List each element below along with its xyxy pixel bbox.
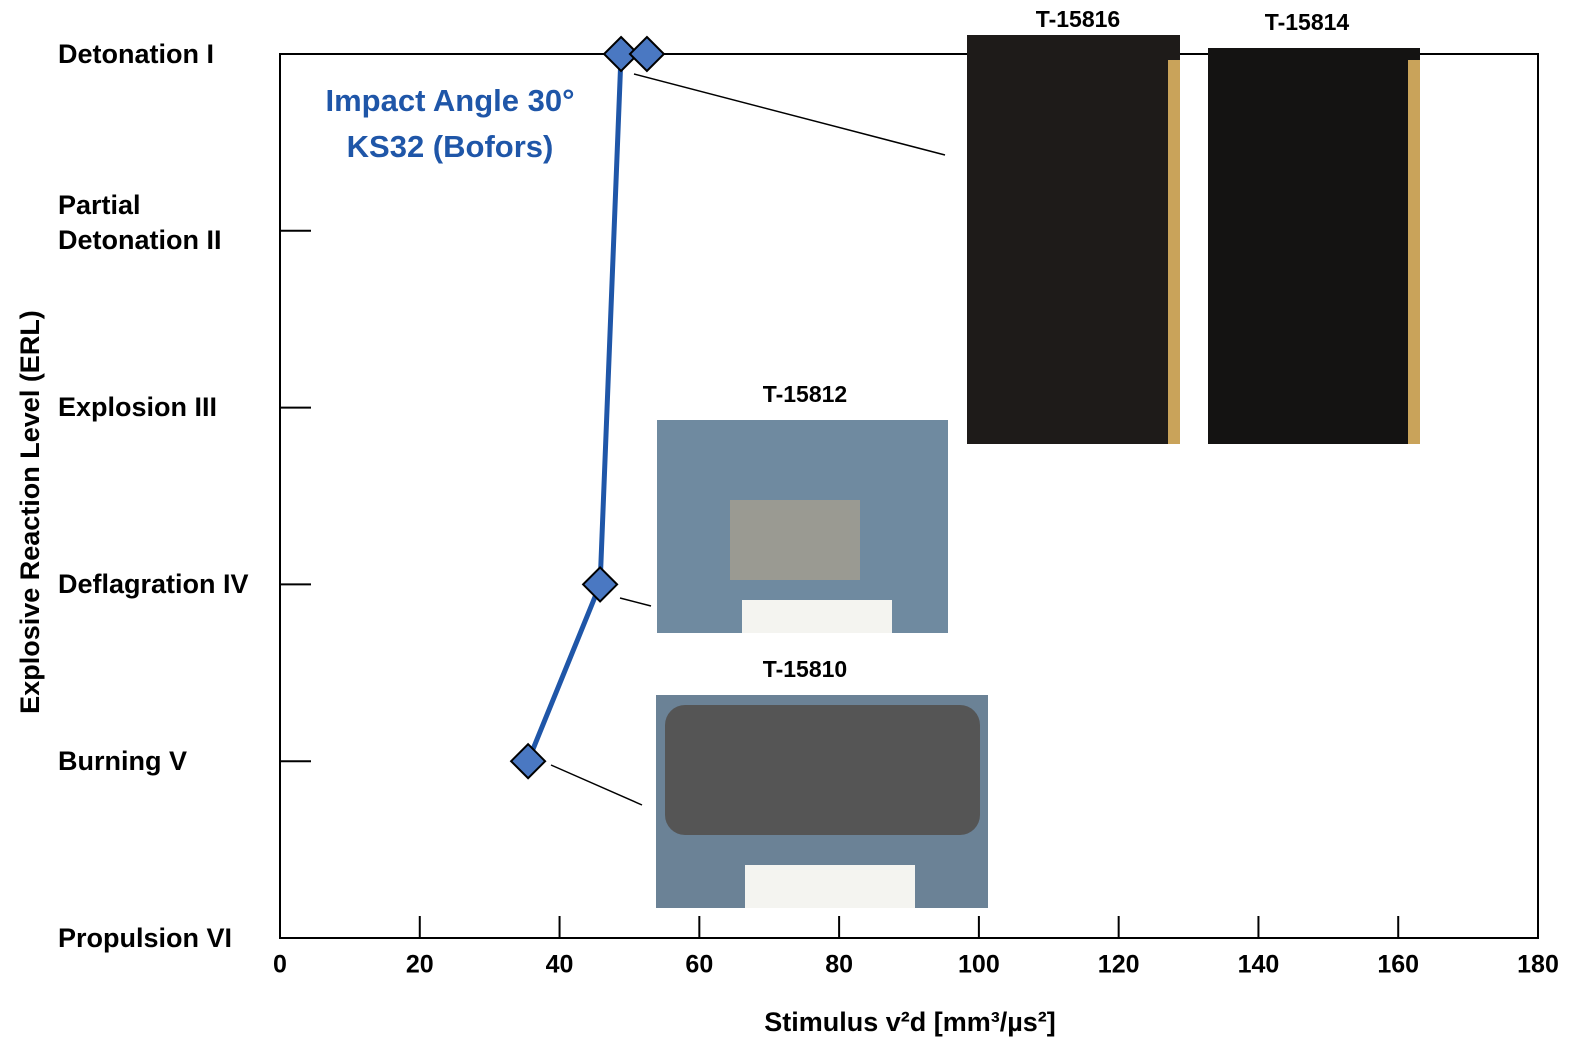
photo-group xyxy=(656,35,1420,908)
photo-label: T-15810 xyxy=(763,656,847,682)
x-tick-label: 120 xyxy=(1098,951,1140,979)
marker xyxy=(583,567,617,601)
y-tick-label: Burning V xyxy=(58,744,187,779)
marker xyxy=(511,744,545,778)
photo-label: T-15812 xyxy=(763,381,847,407)
x-tick-label: 100 xyxy=(958,951,1000,979)
leader-line xyxy=(551,765,642,805)
y-tick-label: Partial Detonation II xyxy=(58,188,222,258)
x-tick-label: 60 xyxy=(685,951,713,979)
photo-object xyxy=(730,500,860,580)
photo-label: T-15814 xyxy=(1265,9,1350,35)
x-tick-label: 80 xyxy=(825,951,853,979)
photo-label: T-15816 xyxy=(1036,6,1120,32)
y-tick-label: Deflagration IV xyxy=(58,567,249,602)
y-tick-label: Propulsion VI xyxy=(58,921,232,956)
photo-scale xyxy=(1168,60,1180,444)
x-tick-label: 180 xyxy=(1517,951,1559,979)
leader-line xyxy=(634,74,945,155)
x-tick-label: 20 xyxy=(406,951,434,979)
x-axis-title: Stimulus v²d [mm³/µs²] xyxy=(764,1007,1056,1037)
x-tick-label: 40 xyxy=(546,951,574,979)
photo-object xyxy=(665,705,980,835)
chart: Impact Angle 30° KS32 (Bofors) Stimulus … xyxy=(0,0,1593,1058)
x-tick-label: 0 xyxy=(273,951,287,979)
annotation: KS32 (Bofors) xyxy=(347,129,554,164)
photo xyxy=(967,35,1180,444)
y-tick-label: Detonation I xyxy=(58,37,214,72)
annotation: Impact Angle 30° xyxy=(326,83,575,118)
marker xyxy=(630,37,664,71)
x-tick-label: 160 xyxy=(1377,951,1419,979)
photo-card xyxy=(742,600,892,633)
photo-card xyxy=(745,865,915,908)
x-tick-label: 140 xyxy=(1238,951,1280,979)
leader-line xyxy=(620,598,651,606)
y-axis-title: Explosive Reaction Level (ERL) xyxy=(15,310,45,714)
page: Impact Angle 30° KS32 (Bofors) Stimulus … xyxy=(0,0,1593,1058)
photo xyxy=(1208,48,1420,444)
photo-scale xyxy=(1408,60,1420,444)
y-tick-label: Explosion III xyxy=(58,390,217,425)
